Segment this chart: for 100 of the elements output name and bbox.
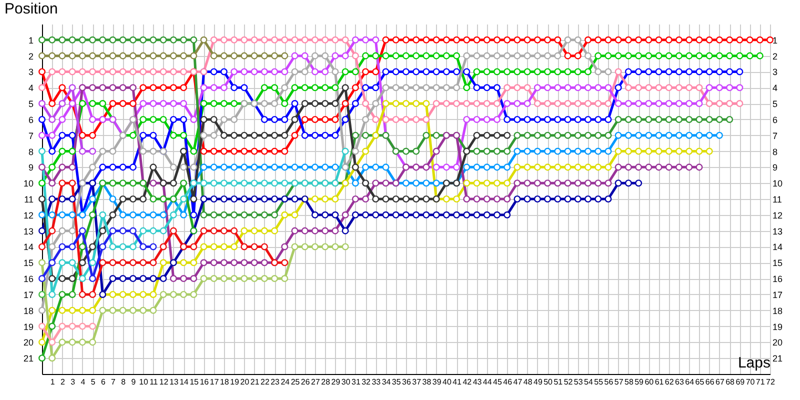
point: [180, 164, 188, 171]
point: [129, 259, 137, 266]
point: [99, 243, 106, 250]
point: [200, 227, 208, 234]
x-tick-label: 38: [422, 378, 432, 386]
point: [260, 100, 268, 108]
point: [220, 195, 228, 203]
point: [322, 100, 329, 108]
point: [58, 52, 66, 60]
point: [150, 306, 157, 314]
point: [140, 52, 147, 60]
point: [38, 227, 46, 234]
point: [89, 338, 96, 346]
point: [38, 100, 46, 108]
x-tick-label: 5: [90, 378, 96, 386]
x-tick-label: 43: [472, 378, 482, 386]
x-tick-label: 16: [200, 378, 210, 386]
point: [38, 322, 46, 330]
point: [281, 84, 288, 92]
point: [78, 290, 86, 298]
point: [291, 195, 298, 203]
x-tick-label: 25: [290, 378, 300, 386]
point: [78, 52, 86, 60]
point: [89, 290, 96, 298]
point: [230, 275, 238, 282]
point: [422, 211, 430, 218]
point: [119, 195, 126, 203]
x-tick-label: 23: [270, 378, 280, 386]
y-tick-label: 3: [28, 67, 34, 78]
point: [38, 148, 46, 155]
point: [584, 52, 592, 60]
point: [412, 84, 420, 92]
x-tick-label: 40: [442, 378, 452, 386]
point: [432, 211, 440, 218]
point: [48, 275, 56, 282]
point: [48, 227, 56, 234]
point: [250, 195, 258, 203]
point: [362, 116, 370, 123]
point: [463, 211, 470, 218]
point: [150, 227, 157, 234]
x-tick-label: 69: [736, 378, 746, 386]
point: [624, 180, 632, 187]
y-axis-title: Position: [4, 0, 58, 18]
point: [311, 211, 319, 218]
point: [109, 52, 116, 60]
point: [210, 52, 218, 60]
point: [230, 52, 238, 60]
point: [58, 338, 66, 346]
point: [140, 227, 147, 234]
point: [170, 211, 177, 218]
point: [99, 52, 106, 60]
point: [230, 195, 238, 203]
point: [210, 132, 218, 139]
point: [594, 195, 602, 203]
point: [422, 84, 430, 92]
point: [150, 164, 157, 171]
point: [453, 211, 460, 218]
point: [352, 211, 359, 218]
point: [68, 275, 76, 282]
point: [160, 52, 167, 60]
x-tick-label: 7: [111, 378, 116, 386]
point: [544, 52, 552, 60]
y-tick-label: 5: [28, 99, 34, 110]
point: [129, 275, 137, 282]
point: [332, 100, 339, 108]
point: [68, 322, 76, 330]
point: [119, 52, 126, 60]
point: [504, 132, 511, 139]
point: [58, 243, 66, 250]
point: [68, 338, 76, 346]
y2-tick-label: 10: [772, 178, 783, 189]
point: [48, 195, 56, 203]
point: [564, 36, 572, 44]
point: [190, 164, 198, 171]
point: [260, 52, 268, 60]
point: [89, 52, 96, 60]
point: [260, 275, 268, 282]
y-tick-label: 14: [23, 242, 34, 252]
x-axis-title: Laps: [738, 354, 770, 372]
y2-tick-label: 7: [772, 130, 778, 141]
x-tick-label: 34: [382, 378, 392, 386]
y-tick-label: 21: [23, 354, 34, 364]
point: [48, 243, 56, 250]
point: [89, 164, 96, 171]
point: [392, 195, 400, 203]
point: [271, 180, 278, 187]
x-tick-label: 10: [139, 378, 149, 386]
point: [250, 275, 258, 282]
x-tick-label: 49: [533, 378, 543, 386]
x-tick-label: 50: [544, 378, 554, 386]
point: [210, 227, 218, 234]
point: [140, 275, 147, 282]
point: [48, 259, 56, 266]
point: [109, 148, 116, 155]
x-tick-label: 71: [756, 378, 766, 386]
point: [190, 243, 198, 250]
x-tick-label: 33: [372, 378, 382, 386]
point: [473, 132, 480, 139]
y-tick-label: 17: [23, 290, 34, 300]
point: [483, 211, 490, 218]
